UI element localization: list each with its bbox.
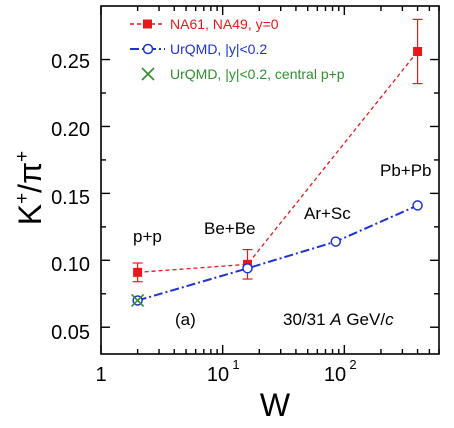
axis-ticks bbox=[100, 6, 440, 354]
svg-text:NA61, NA49, y=0: NA61, NA49, y=0 bbox=[170, 16, 279, 32]
data-point bbox=[131, 293, 145, 308]
annotation-arsc: Ar+Sc bbox=[304, 204, 351, 223]
annotation-bebe: Be+Be bbox=[204, 219, 256, 238]
series-markers bbox=[131, 18, 423, 308]
svg-text:2: 2 bbox=[349, 357, 356, 372]
data-point bbox=[133, 267, 143, 277]
svg-text:K+/π+: K+/π+ bbox=[12, 151, 48, 226]
annotation-panel: (a) bbox=[175, 310, 196, 329]
data-point bbox=[412, 200, 423, 211]
y-axis-title: K+/π+ bbox=[12, 151, 48, 226]
x-tick-label-1: 1 bbox=[95, 364, 106, 386]
data-point bbox=[413, 47, 423, 57]
svg-text:10: 10 bbox=[324, 364, 346, 386]
y-tick-label-0.15: 0.15 bbox=[51, 187, 90, 209]
series-line-0 bbox=[137, 51, 419, 274]
data-point bbox=[330, 236, 341, 247]
series-line-1 bbox=[137, 204, 418, 302]
series-lines bbox=[137, 51, 419, 302]
data-point bbox=[242, 263, 253, 274]
y-tick-label-0.10: 0.10 bbox=[51, 254, 90, 276]
x-tick-label-10^2: 10 2 bbox=[324, 357, 357, 386]
y-tick-label-0.05: 0.05 bbox=[51, 322, 90, 344]
legend-entry-urqmd: UrQMD, |y|<0.2 bbox=[130, 41, 267, 57]
svg-text:UrQMD, |y|<0.2: UrQMD, |y|<0.2 bbox=[170, 41, 267, 57]
annotation-pbpb: Pb+Pb bbox=[380, 161, 432, 180]
legend: NA61, NA49, y=0 UrQMD, |y|<0.2 UrQMD, |y… bbox=[130, 16, 345, 82]
y-tick-label-0.25: 0.25 bbox=[51, 51, 90, 73]
svg-text:10: 10 bbox=[207, 364, 229, 386]
svg-text:1: 1 bbox=[232, 357, 239, 372]
svg-text:UrQMD, |y|<0.2, central p+p: UrQMD, |y|<0.2, central p+p bbox=[170, 66, 345, 82]
x-tick-label-10^1: 10 1 bbox=[207, 357, 240, 386]
y-tick-label-0.20: 0.20 bbox=[51, 119, 90, 141]
x-axis-title: W bbox=[260, 387, 291, 423]
annotation-pp: p+p bbox=[133, 227, 162, 246]
legend-entry-urqmd-central-pp: UrQMD, |y|<0.2, central p+p bbox=[141, 66, 345, 82]
annotation-energy: 30/31 A GeV/c bbox=[283, 310, 394, 329]
legend-entry-na61: NA61, NA49, y=0 bbox=[130, 16, 279, 32]
plot-frame bbox=[100, 5, 440, 355]
